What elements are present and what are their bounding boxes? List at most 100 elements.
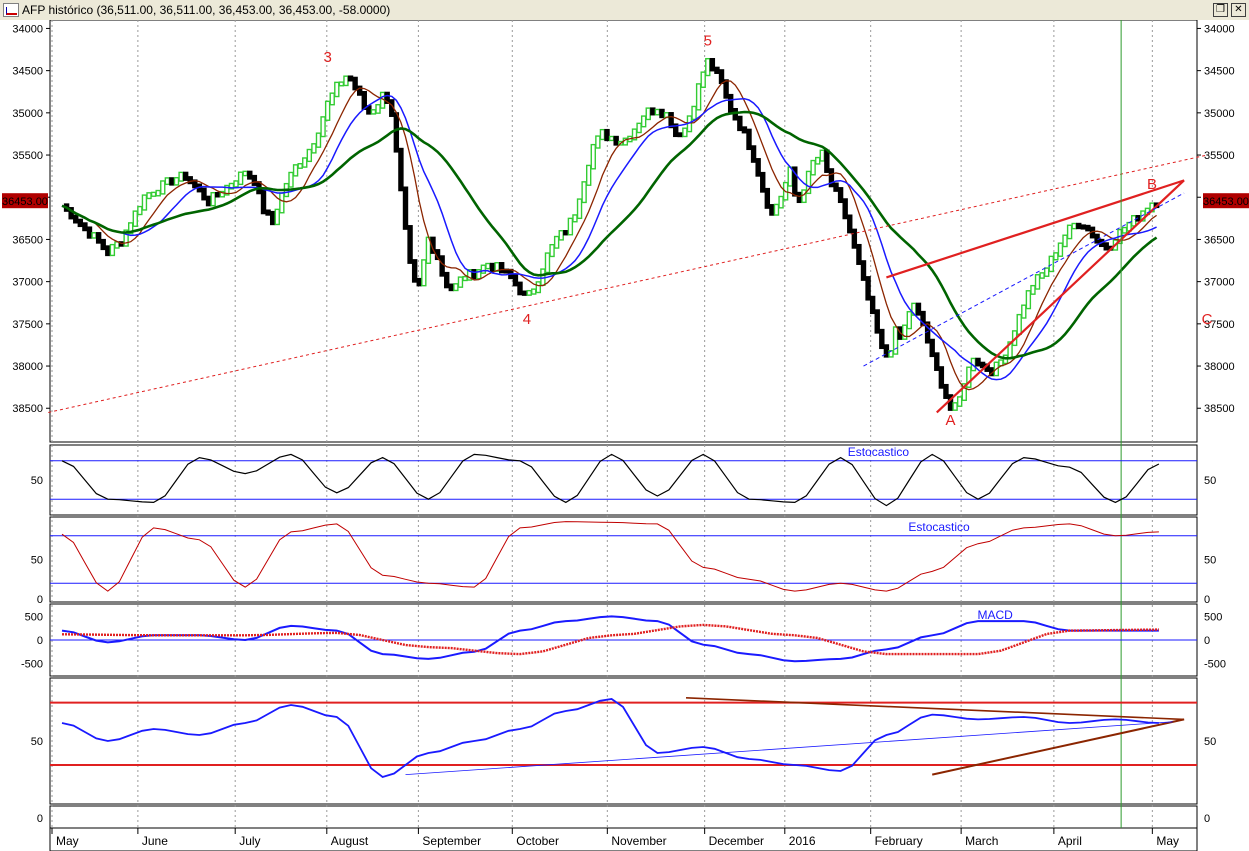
wave-label-4: 4 (523, 311, 531, 328)
wave-label-3: 3 (323, 49, 331, 66)
up-candle (1057, 242, 1064, 257)
down-candle (934, 352, 940, 371)
down-candle (764, 187, 771, 209)
up-candle (334, 81, 340, 98)
down-candle (1085, 224, 1091, 232)
rsi-upper-trendline (685, 697, 1185, 721)
up-candle (375, 104, 381, 114)
down-candle (95, 232, 102, 244)
down-candle (869, 295, 876, 315)
restore-button[interactable]: ❐ (1213, 3, 1228, 17)
up-candle (581, 181, 587, 204)
indicator-panel-frame-4 (49, 677, 1198, 805)
price-tick-label-right: 35000 (1204, 108, 1235, 120)
last-price-label-left: 36453.00 (2, 196, 48, 208)
wave-label-5: 5 (704, 32, 712, 49)
down-candle (847, 214, 853, 234)
up-candle (141, 194, 148, 211)
up-candle (453, 283, 459, 292)
down-candle (796, 191, 803, 204)
down-candle (915, 302, 922, 316)
up-candle (315, 132, 322, 148)
stoch-slow-tick-left: 50 (31, 555, 43, 567)
wave-label-c: C (1202, 311, 1213, 328)
up-candle (576, 198, 583, 220)
down-candle (874, 309, 880, 334)
down-candle (444, 271, 450, 289)
down-candle (718, 69, 725, 85)
down-candle (521, 290, 528, 296)
up-candle (590, 143, 596, 170)
up-candle (462, 275, 468, 282)
down-candle (760, 171, 766, 193)
down-candle (251, 174, 258, 186)
down-candle (723, 79, 729, 99)
up-candle (535, 281, 542, 294)
down-candle (205, 195, 212, 207)
ma-slow-line (61, 110, 1158, 360)
month-label-may: May (1156, 834, 1179, 848)
stoch-fast-line (61, 453, 1160, 507)
up-candle (1034, 274, 1041, 290)
chart-window-icon[interactable] (3, 3, 19, 17)
up-candle (810, 159, 816, 176)
up-candle (302, 157, 308, 168)
up-candle (902, 324, 908, 340)
bottom-tick-right: 0 (1204, 813, 1210, 825)
up-candle (682, 127, 688, 138)
up-candle (1039, 272, 1045, 279)
month-label-september: September (422, 834, 481, 848)
up-candle (242, 170, 248, 177)
down-candle (860, 260, 867, 281)
up-candle (1062, 234, 1068, 248)
price-tick-label-left: 38000 (12, 361, 43, 373)
up-candle (160, 180, 166, 195)
macd-signal-line (61, 623, 1159, 656)
up-candle (173, 176, 180, 186)
close-button[interactable]: ✕ (1231, 3, 1246, 17)
up-candle (343, 75, 349, 87)
down-candle (215, 192, 221, 198)
up-candle (137, 205, 143, 216)
down-candle (73, 214, 79, 224)
rsi-lower-trendline (931, 718, 1185, 776)
macd-tick-right: 0 (1204, 635, 1210, 647)
up-candle (210, 192, 216, 207)
up-candle (705, 57, 711, 77)
wedge-lower-line (936, 179, 1185, 414)
indicator-panel-frame-1 (49, 444, 1198, 516)
up-candle (567, 217, 574, 236)
month-label-july: July (239, 834, 260, 848)
month-label-april: April (1058, 834, 1082, 848)
down-candle (407, 225, 413, 264)
up-candle (146, 192, 152, 200)
up-candle (178, 171, 184, 182)
down-candle (77, 218, 84, 228)
macd-tick-right: -500 (1204, 659, 1226, 671)
price-tick-label-right: 36500 (1204, 234, 1235, 246)
up-candle (485, 262, 491, 270)
stoch-fast-title: Estocastico (848, 445, 910, 459)
up-candle (691, 105, 697, 121)
up-candle (288, 171, 294, 188)
down-candle (727, 93, 734, 113)
up-candle (558, 230, 564, 241)
down-candle (247, 170, 253, 180)
rsi-tick-left: 50 (31, 736, 43, 748)
down-candle (833, 182, 839, 192)
up-candle (1048, 255, 1054, 273)
up-candle (274, 208, 280, 226)
month-label-2016: 2016 (789, 834, 816, 848)
up-candle (457, 276, 464, 288)
up-candle (297, 163, 303, 169)
down-candle (650, 107, 656, 116)
month-label-may: May (56, 834, 79, 848)
down-candle (489, 262, 496, 272)
down-candle (750, 145, 757, 163)
down-candle (105, 245, 111, 257)
down-candle (943, 383, 949, 399)
down-candle (613, 135, 619, 146)
down-candle (975, 357, 981, 367)
up-candle (164, 177, 171, 186)
window-titlebar[interactable]: AFP histórico (36,511.00, 36,511.00, 36,… (0, 0, 1249, 21)
